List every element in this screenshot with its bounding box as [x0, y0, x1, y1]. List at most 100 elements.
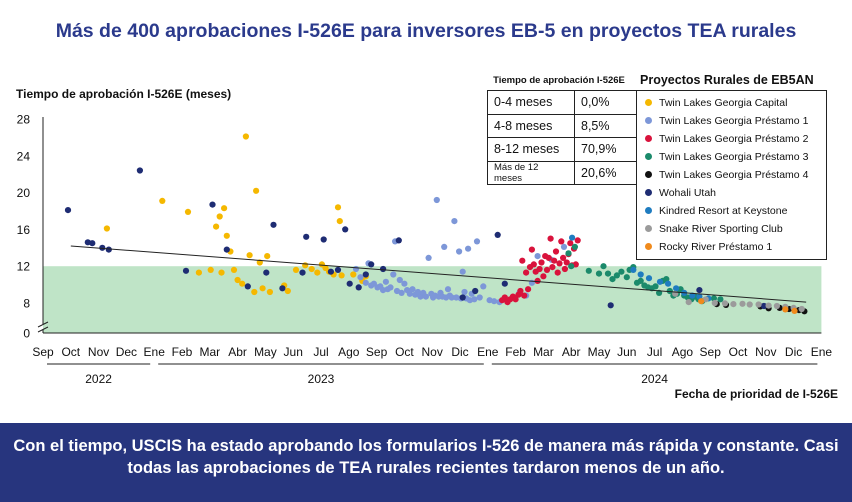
data-point — [207, 266, 214, 273]
data-point — [554, 269, 561, 276]
data-point — [512, 296, 519, 303]
x-tick-label: Mar — [533, 345, 554, 359]
x-tick-label: Abr — [228, 345, 247, 359]
data-point — [585, 267, 592, 274]
data-point — [448, 294, 455, 301]
legend: Twin Lakes Georgia Capital Twin Lakes Geo… — [636, 90, 827, 260]
legend-marker — [645, 207, 652, 214]
data-point — [221, 205, 228, 212]
data-point — [216, 213, 223, 220]
table-cell-value: 8,5% — [574, 113, 638, 138]
data-point — [798, 305, 805, 313]
data-point — [346, 280, 353, 287]
data-point — [414, 288, 421, 296]
data-point — [303, 233, 310, 240]
data-point — [266, 288, 273, 296]
x-tick-label: Ene — [144, 345, 166, 359]
legend-entry: Twin Lakes Georgia Préstamo 2 — [645, 133, 808, 145]
data-point — [773, 302, 781, 310]
chart-title: Más de 400 aprobaciones I-526E para inve… — [55, 20, 797, 42]
data-point — [637, 271, 644, 278]
data-point — [184, 208, 192, 215]
legend-title: Proyectos Rurales de EB5AN — [640, 73, 814, 87]
data-point — [755, 301, 762, 308]
data-point — [334, 266, 342, 273]
data-point — [525, 286, 532, 293]
y-tick-label: 28 — [17, 113, 31, 127]
table-cell-value: 20,6% — [574, 160, 638, 185]
data-point — [551, 257, 558, 264]
table-cell-label: 4-8 meses — [487, 113, 575, 138]
x-axis-label: Fecha de prioridad de I-526E — [675, 387, 838, 401]
legend-entry: Twin Lakes Georgia Préstamo 3 — [645, 151, 808, 163]
data-point — [264, 253, 271, 260]
data-point — [645, 275, 653, 282]
data-point — [350, 271, 357, 278]
legend-label: Twin Lakes Georgia Préstamo 1 — [659, 115, 809, 127]
data-point — [472, 287, 479, 295]
x-tick-label: Feb — [505, 345, 526, 359]
y-tick-label: 0 — [23, 327, 30, 341]
x-tick-label: Jun — [284, 345, 303, 359]
x-tick-label: Sep — [700, 345, 722, 359]
x-tick-label: Dic — [785, 345, 802, 359]
table-cell-value: 70,9% — [574, 137, 638, 162]
data-point — [698, 298, 705, 305]
data-point — [637, 277, 644, 284]
data-point — [103, 225, 110, 232]
y-tick-label: 20 — [17, 186, 31, 200]
legend-entry: Rocky River Préstamo 1 — [645, 241, 772, 253]
data-point — [362, 271, 369, 278]
data-point — [574, 237, 581, 244]
data-point — [552, 248, 560, 255]
data-point — [613, 272, 621, 279]
axis-break-mark — [37, 321, 49, 328]
data-point — [401, 280, 408, 287]
data-point — [765, 302, 772, 309]
data-point — [746, 301, 753, 308]
legend-label: Twin Lakes Georgia Capital — [659, 97, 788, 109]
trend-line — [70, 245, 807, 303]
data-point — [791, 307, 798, 314]
data-point — [451, 218, 458, 225]
legend-marker — [645, 189, 652, 196]
legend-label: Twin Lakes Georgia Préstamo 3 — [659, 151, 809, 163]
data-point — [517, 287, 524, 295]
data-point — [242, 133, 249, 140]
data-point — [595, 270, 603, 277]
x-tick-label: Nov — [422, 345, 443, 359]
data-point — [565, 250, 572, 257]
data-point — [721, 300, 729, 307]
data-point — [251, 288, 258, 296]
data-point — [494, 231, 501, 238]
data-point — [600, 263, 607, 270]
data-point — [284, 287, 291, 295]
data-point — [89, 240, 96, 247]
data-point — [666, 287, 673, 295]
data-point — [711, 299, 718, 307]
approval-table-title: Tiempo de aprobación I-526E — [493, 75, 625, 86]
x-tick-label: Jul — [647, 345, 662, 359]
data-point — [491, 298, 498, 305]
data-point — [136, 167, 143, 174]
legend-entry: Twin Lakes Georgia Capital — [645, 97, 787, 109]
legend-marker — [645, 117, 652, 124]
table-cell-label: 8-12 meses — [487, 137, 575, 162]
data-point — [342, 226, 349, 233]
data-point — [665, 280, 672, 287]
data-point — [396, 276, 403, 284]
x-tick-label: May — [254, 345, 277, 359]
data-point — [607, 302, 614, 309]
data-point — [480, 283, 487, 290]
legend-label: Wohali Utah — [659, 187, 717, 199]
x-tick-label: Ago — [338, 345, 360, 359]
data-point — [538, 259, 545, 266]
data-point — [230, 266, 238, 273]
y-tick-label: 24 — [17, 149, 31, 163]
x-tick-label: Oct — [395, 345, 414, 359]
x-tick-label: May — [588, 345, 611, 359]
table-cell-label: Más de 12 meses — [487, 160, 575, 185]
data-point — [730, 301, 737, 308]
data-point — [395, 237, 402, 244]
